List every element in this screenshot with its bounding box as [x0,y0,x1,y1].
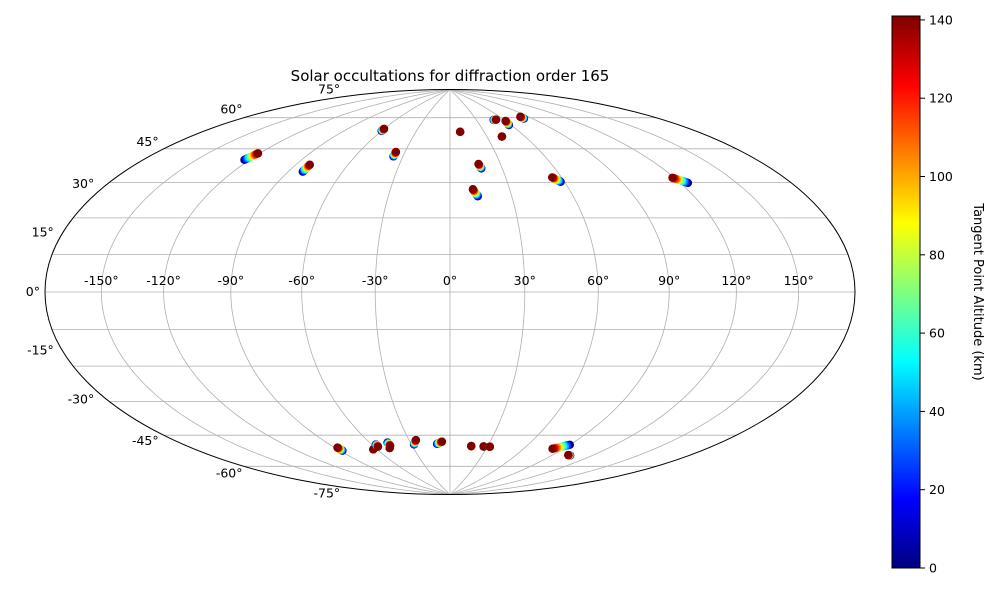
occultation-points [240,112,693,460]
latitude-tick-label: 45° [136,134,158,149]
occultation-point [547,173,557,182]
latitude-tick-label: -75° [314,486,341,501]
colorbar-tick-label: 80 [929,247,945,262]
colorbar: 0 20 40 60 80 100 120 140 Tangent Point Altitud… [891,12,985,576]
colorbar-tick-label: 60 [929,326,945,341]
latitude-tick-label: -60° [216,465,243,480]
occultation-point [467,441,476,451]
longitude-tick-label: 90° [658,273,680,288]
longitude-tick-label: -90° [217,273,244,288]
longitude-tick-label: 120° [721,273,751,288]
longitude-tick-label: 0° [443,273,457,288]
occultation-point [391,147,401,157]
colorbar-tick-label: 20 [929,482,945,497]
occultation-point [491,115,501,124]
longitude-tick-label: -150° [84,273,119,288]
occultation-point [474,159,483,169]
colorbar-label: Tangent Point Altitude (km) [970,202,985,380]
longitude-tick-label: 60° [587,273,609,288]
chart-title: Solar occultations for diffraction order… [291,67,610,85]
occultation-point [373,442,383,451]
longitude-tick-labels: -150° -120° -90° -60° -30° 0° 30° 60° 90° 120° 150… [84,273,814,288]
occultation-point [253,149,263,158]
latitude-tick-label: 30° [72,176,94,191]
occultation-point [411,435,421,445]
colorbar-gradient [891,15,921,569]
colorbar-tick-label: 100 [929,169,953,184]
colorbar-tick-label: 0 [929,561,937,576]
latitude-tick-label: -15° [27,342,54,357]
occultation-point [479,442,488,451]
colorbar-ticks: 0 20 40 60 80 100 120 140 [920,12,953,576]
colorbar-tick-label: 40 [929,404,945,419]
longitude-tick-label: -120° [146,273,181,288]
occultation-point [468,185,478,194]
longitude-tick-label: 150° [784,273,814,288]
latitude-tick-label: -45° [132,433,159,448]
occultation-point [548,444,557,453]
latitude-tick-labels: -75° -60° -45° -30° -15° 0° 15° 30° 45° 60° 75° [26,81,340,500]
colorbar-tick-label: 140 [929,12,953,27]
occultation-point [497,132,507,141]
occultation-point [516,112,525,121]
latitude-tick-label: 60° [220,102,242,117]
occultation-point [668,173,677,182]
latitude-tick-label: -30° [68,391,95,406]
occultation-point [501,116,510,126]
latitude-tick-label: 0° [26,284,40,299]
occultation-point [437,437,447,446]
occultation-point [333,443,342,452]
latitude-tick-label: 75° [318,81,340,96]
occultation-point [305,160,315,169]
occultation-point [485,442,494,451]
occultation-point [386,441,395,450]
longitude-tick-label: 30° [514,273,536,288]
longitude-tick-label: -30° [362,273,389,288]
longitude-tick-label: -60° [288,273,315,288]
occultation-point [455,127,465,136]
colorbar-tick-label: 120 [929,91,953,106]
occultation-point [564,450,573,460]
map-outline [44,89,856,495]
latitude-tick-label: 15° [32,225,54,240]
occultation-point [379,124,389,134]
